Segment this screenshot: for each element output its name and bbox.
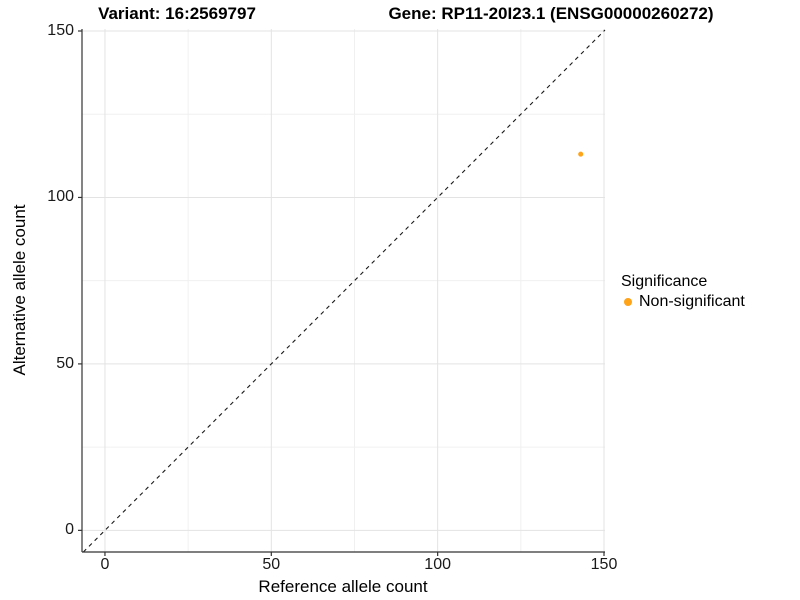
- y-tick-label: 150: [47, 21, 74, 39]
- plot-title-gene: Gene: RP11-20I23.1 (ENSG00000260272): [388, 4, 714, 23]
- data-point: [578, 151, 584, 157]
- legend: Significance Non-significant: [621, 272, 745, 312]
- y-axis-title: Alternative allele count: [10, 204, 29, 376]
- x-tick-label: 0: [100, 556, 110, 573]
- x-tick-label: 100: [424, 556, 451, 573]
- y-tick-label: 50: [56, 354, 74, 372]
- y-tick-label: 0: [65, 521, 74, 539]
- y-tick-label: 100: [47, 188, 74, 206]
- legend-point-icon: [624, 298, 632, 306]
- x-tick-label: 150: [590, 556, 618, 573]
- legend-entry: Non-significant: [621, 292, 745, 312]
- x-tick-label: 50: [262, 556, 281, 573]
- plot-title-variant: Variant: 16:2569797: [98, 4, 256, 23]
- x-axis-title: Reference allele count: [258, 577, 428, 596]
- legend-entry-label: Non-significant: [639, 293, 745, 310]
- identity-dashed-line: [82, 29, 606, 553]
- legend-title: Significance: [621, 273, 708, 290]
